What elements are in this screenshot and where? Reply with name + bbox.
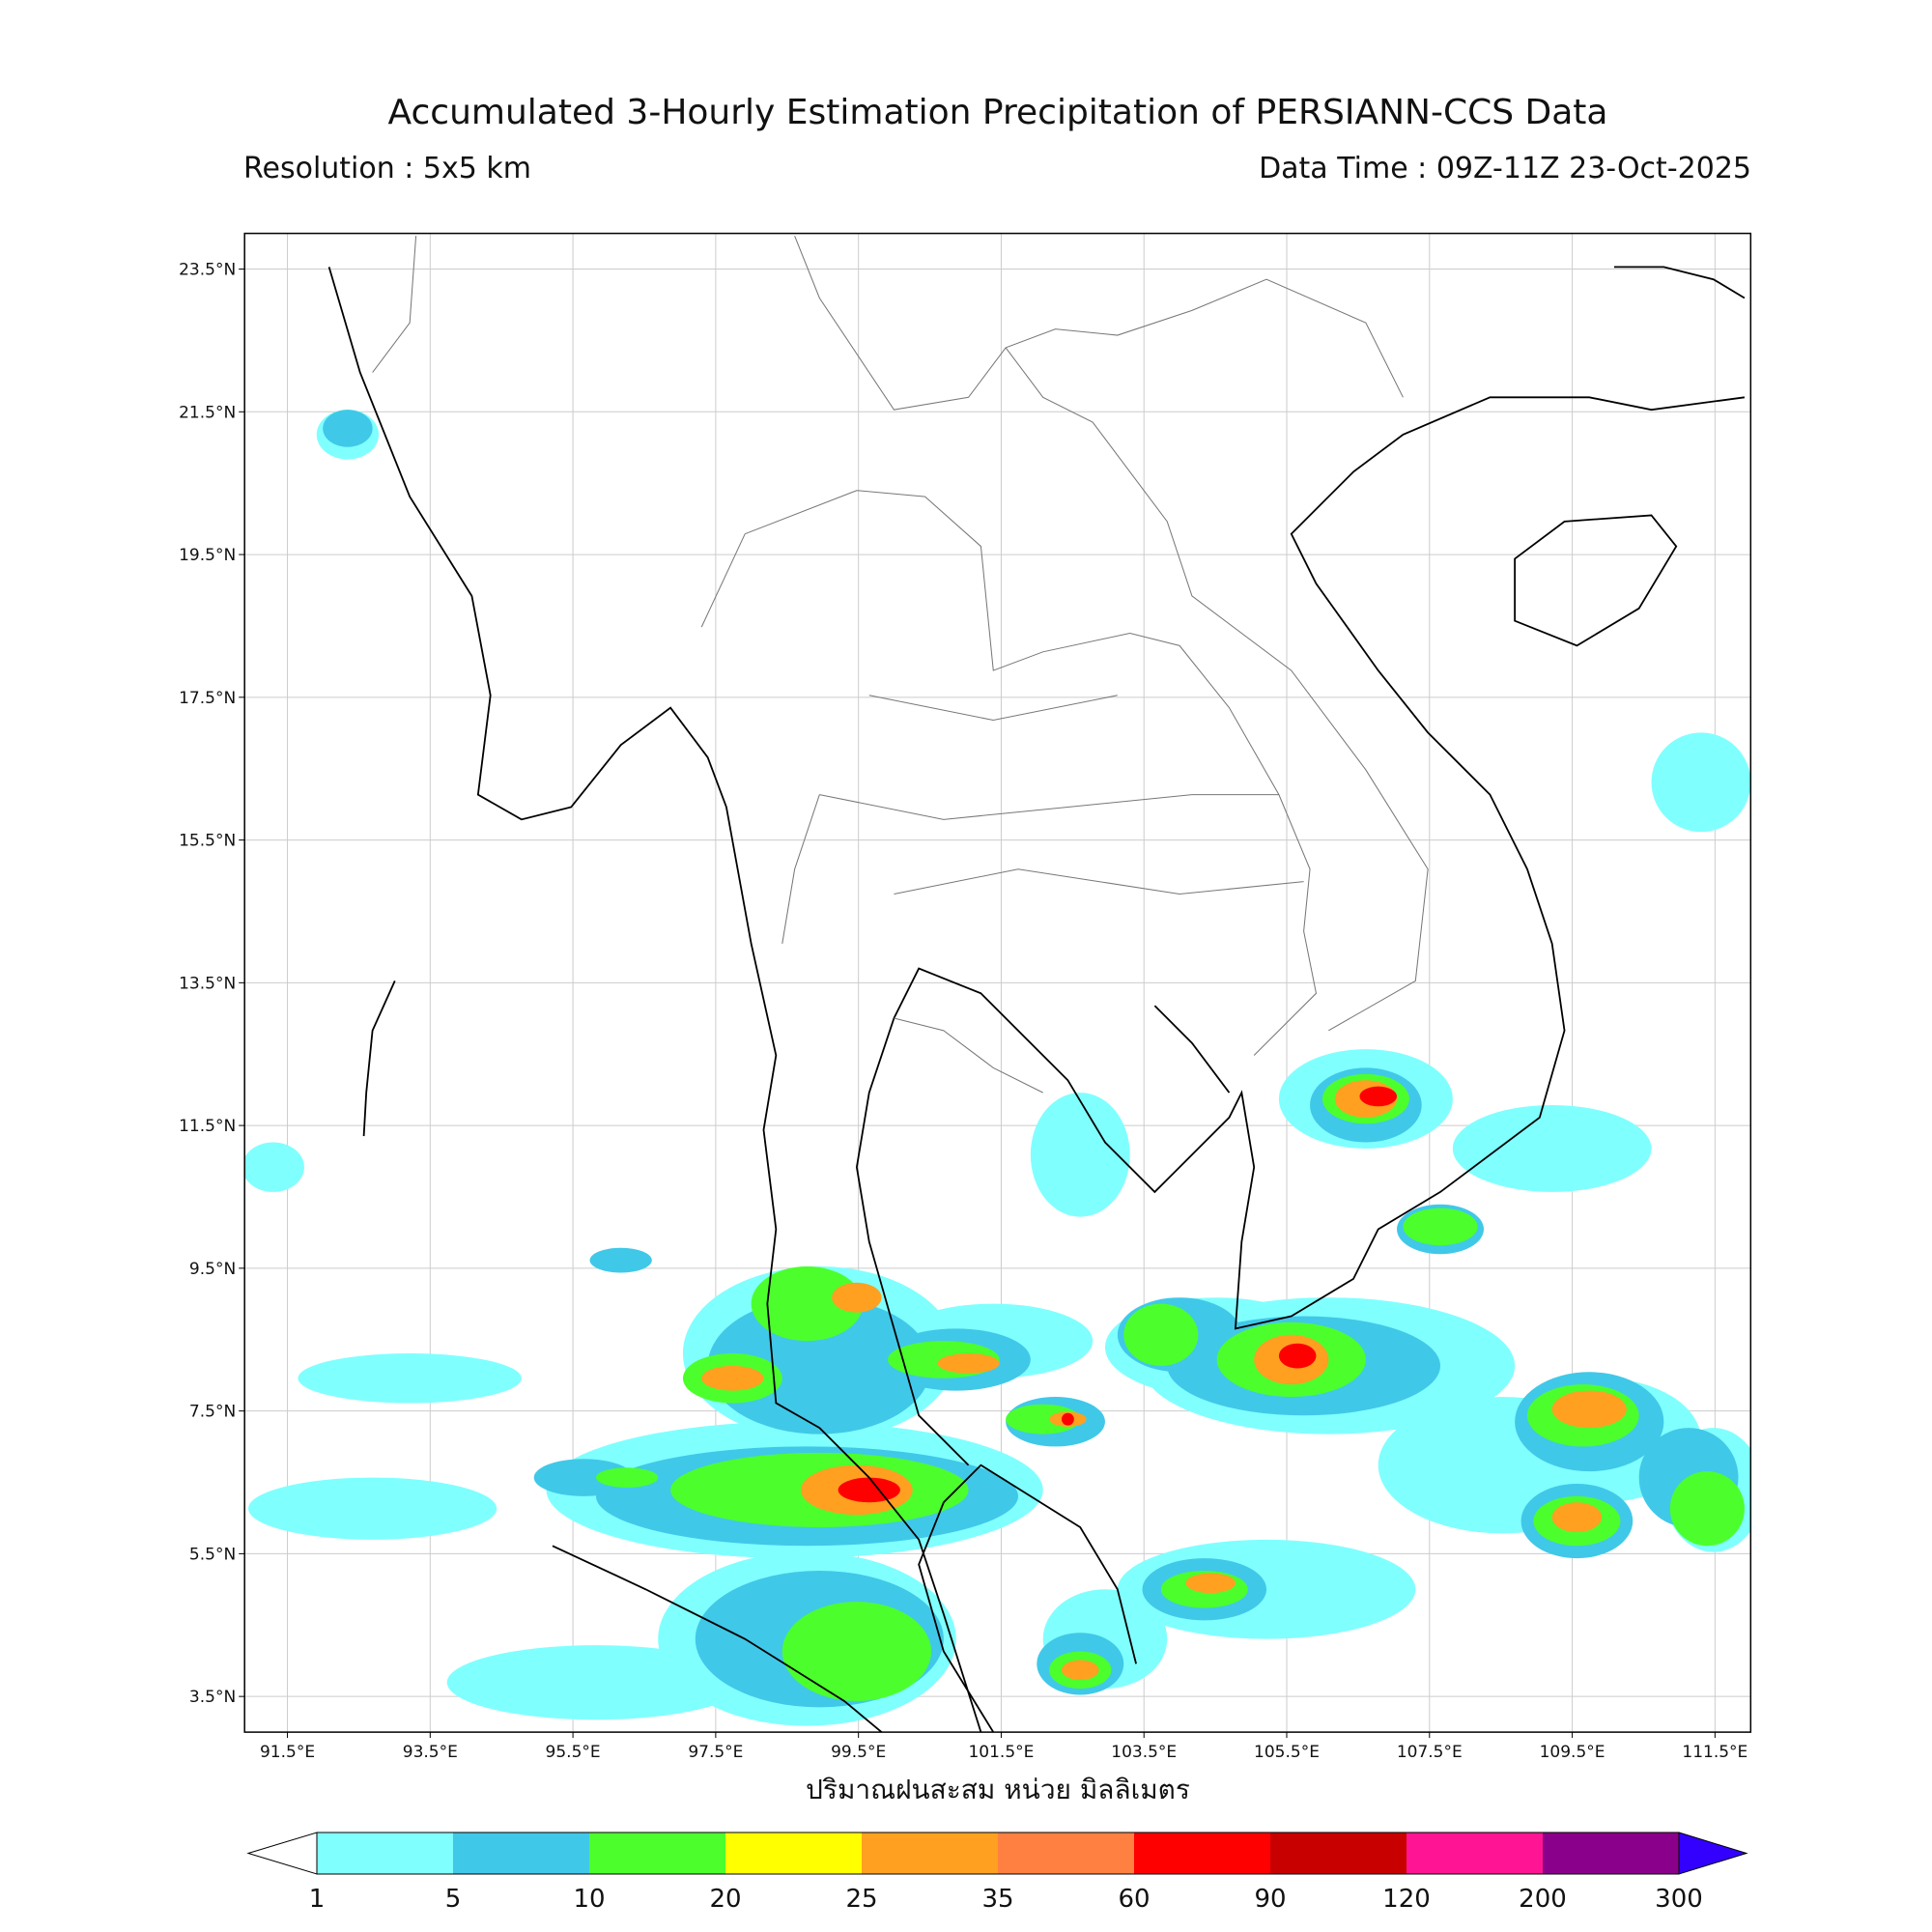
rain-area <box>1061 1412 1074 1426</box>
colorbar-tick-label: 20 <box>709 1885 741 1914</box>
map <box>244 236 1751 1733</box>
rain-area <box>1551 1502 1603 1533</box>
y-tick-label: 7.5°N <box>189 1403 236 1422</box>
x-tick-label: 105.5°E <box>1254 1743 1320 1762</box>
coastline <box>362 980 396 1137</box>
coastline <box>918 1463 1137 1733</box>
colorbar-segment <box>317 1833 453 1874</box>
x-tick-label: 111.5°E <box>1682 1743 1747 1762</box>
rain-area <box>1123 1303 1199 1366</box>
y-tick-label: 9.5°N <box>189 1260 236 1279</box>
rain-area <box>1278 1343 1317 1369</box>
coastline <box>327 267 982 1733</box>
border <box>794 236 1404 411</box>
colorbar-under <box>246 1832 318 1875</box>
y-tick-label: 3.5°N <box>189 1688 236 1707</box>
rain-area <box>707 1297 932 1435</box>
rain-area <box>1452 1104 1652 1192</box>
y-tick-label: 11.5°N <box>179 1117 236 1136</box>
x-tick-label: 99.5°E <box>831 1743 886 1762</box>
y-tick-label: 17.5°N <box>179 689 236 708</box>
border <box>819 695 1304 895</box>
colorbar-segment <box>998 1833 1134 1874</box>
x-tick-label: 95.5°E <box>546 1743 601 1762</box>
x-axis-label: ปริมาณฝนสะสม หน่วย มิลลิเมตร <box>806 1774 1190 1805</box>
colorbar-tick-label: 60 <box>1118 1885 1150 1914</box>
y-tick-label: 21.5°N <box>179 403 236 422</box>
rain-area <box>1651 732 1751 833</box>
coastline <box>855 396 1746 1466</box>
rain-area <box>751 1266 864 1342</box>
coastline <box>1153 1005 1231 1094</box>
y-tick-label: 5.5°N <box>189 1545 236 1564</box>
rain-area <box>1403 1208 1478 1246</box>
rain-area <box>1551 1390 1627 1429</box>
subtitle-right: Data Time : 09Z-11Z 23-Oct-2025 <box>1259 152 1751 185</box>
rain-area <box>595 1467 659 1488</box>
rain-area <box>323 410 373 447</box>
colorbar-tick-label: 300 <box>1655 1885 1703 1914</box>
rain-area <box>937 1353 1000 1374</box>
rain-area <box>589 1247 652 1273</box>
rain-area <box>1061 1660 1099 1681</box>
rain-area <box>832 1282 882 1313</box>
x-tick-label: 91.5°E <box>260 1743 315 1762</box>
colorbar-tick-label: 25 <box>845 1885 877 1914</box>
colorbar-segment <box>1134 1833 1270 1874</box>
coastline <box>552 1545 883 1733</box>
x-tick-label: 97.5°E <box>688 1743 743 1762</box>
colorbar-tick-label: 10 <box>573 1885 605 1914</box>
colorbar-over <box>1678 1832 1748 1875</box>
y-tick-label: 19.5°N <box>179 546 236 565</box>
colorbar-tick-label: 90 <box>1254 1885 1286 1914</box>
border <box>745 490 1318 1056</box>
colorbar-tick-label: 200 <box>1519 1885 1567 1914</box>
colorbar-segment <box>589 1833 725 1874</box>
colorbar-tick-label: 1 <box>309 1885 326 1914</box>
rain-area <box>1006 1404 1081 1435</box>
x-tick-label: 103.5°E <box>1111 1743 1177 1762</box>
colorbar-tick-label: 35 <box>981 1885 1013 1914</box>
colorbar-outline <box>316 1832 1680 1875</box>
rain-area <box>446 1645 746 1720</box>
coastline <box>1613 266 1746 299</box>
colorbar: 1 5 10 20 25 35 60 90 120 200 300 <box>246 1832 1748 1914</box>
y-tick-label: 23.5°N <box>179 261 236 280</box>
rain-area <box>701 1365 764 1391</box>
colorbar-segment <box>1543 1833 1679 1874</box>
rain-area <box>838 1477 900 1503</box>
colorbar-segment <box>1406 1833 1543 1874</box>
colorbar-segment <box>453 1833 589 1874</box>
y-tick-label: 15.5°N <box>179 832 236 851</box>
chart-title: Accumulated 3-Hourly Estimation Precipit… <box>388 93 1608 132</box>
rain-area <box>244 1142 304 1192</box>
rain-area <box>533 1459 634 1496</box>
colorbar-segment <box>862 1833 998 1874</box>
coastline <box>1514 514 1678 647</box>
precipitation <box>323 410 1739 1708</box>
border <box>372 236 1043 1094</box>
colorbar-tick-label: 120 <box>1382 1885 1431 1914</box>
rain-area <box>1030 1093 1130 1217</box>
rain-area <box>1669 1471 1745 1547</box>
x-tick-label: 93.5°E <box>403 1743 458 1762</box>
subtitle-left: Resolution : 5x5 km <box>243 152 531 185</box>
colorbar-segment <box>725 1833 862 1874</box>
rain-area <box>248 1477 497 1540</box>
colorbar-tick-label: 5 <box>445 1885 462 1914</box>
border <box>1005 347 1429 1032</box>
x-tick-label: 107.5°E <box>1397 1743 1463 1762</box>
border <box>700 533 820 944</box>
x-tick-label: 101.5°E <box>968 1743 1034 1762</box>
y-tick-label: 13.5°N <box>179 974 236 993</box>
rain-area <box>298 1353 522 1404</box>
colorbar-segment <box>1270 1833 1406 1874</box>
rain-area <box>1185 1573 1236 1594</box>
x-tick-label: 109.5°E <box>1540 1743 1605 1762</box>
rain-area <box>781 1602 932 1701</box>
rain-area <box>1359 1086 1398 1107</box>
